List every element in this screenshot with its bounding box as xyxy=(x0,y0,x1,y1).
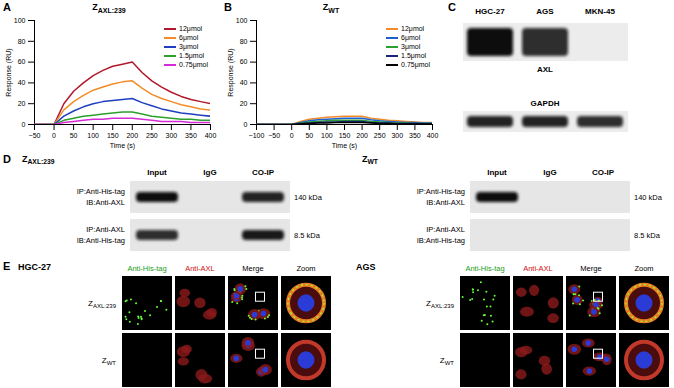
svg-text:350: 350 xyxy=(409,132,421,139)
svg-text:Merge: Merge xyxy=(242,264,263,273)
svg-text:300: 300 xyxy=(391,132,403,139)
svg-text:0: 0 xyxy=(244,121,248,128)
svg-text:IgG: IgG xyxy=(203,168,216,177)
svg-text:HGC-27: HGC-27 xyxy=(475,7,505,16)
svg-text:Response (RU): Response (RU) xyxy=(5,48,13,96)
svg-text:HGC-27: HGC-27 xyxy=(18,262,51,272)
svg-text:Input: Input xyxy=(487,168,507,177)
svg-text:20: 20 xyxy=(240,100,248,107)
svg-text:40: 40 xyxy=(240,79,248,86)
html-text:12μmol: 12μmol xyxy=(401,25,425,32)
svg-text:8.5 kDa: 8.5 kDa xyxy=(634,231,661,240)
svg-text:IB:Anti-His-tag: IB:Anti-His-tag xyxy=(417,236,465,245)
svg-text:0: 0 xyxy=(22,121,26,128)
svg-text:CO-IP: CO-IP xyxy=(252,168,275,177)
svg-text:Merge: Merge xyxy=(580,264,601,273)
svg-text:CO-IP: CO-IP xyxy=(592,168,615,177)
svg-text:50: 50 xyxy=(305,132,313,139)
html-text:6μmol: 6μmol xyxy=(179,34,199,41)
svg-text:20: 20 xyxy=(18,100,26,107)
svg-text:150: 150 xyxy=(339,132,351,139)
svg-text:IP:Anti-His-tag: IP:Anti-His-tag xyxy=(417,187,465,196)
svg-text:−50: −50 xyxy=(268,132,280,139)
html-text:0.75μmol: 0.75μmol xyxy=(179,61,208,68)
svg-text:IP:Anti-AXL: IP:Anti-AXL xyxy=(426,225,465,234)
svg-text:C: C xyxy=(448,1,456,13)
svg-text:400: 400 xyxy=(205,132,217,139)
html-text:12μmol: 12μmol xyxy=(179,25,203,32)
svg-text:250: 250 xyxy=(146,132,158,139)
svg-text:80: 80 xyxy=(18,38,26,45)
svg-text:−100: −100 xyxy=(249,132,265,139)
svg-text:IB:Anti-His-tag: IB:Anti-His-tag xyxy=(77,236,125,245)
svg-text:Response (RU): Response (RU) xyxy=(227,48,235,96)
svg-text:150: 150 xyxy=(107,132,119,139)
svg-text:50: 50 xyxy=(70,132,78,139)
svg-text:ZAXL:239: ZAXL:239 xyxy=(22,154,55,165)
html-text:3μmol: 3μmol xyxy=(179,43,199,50)
svg-text:D: D xyxy=(3,153,11,165)
svg-text:ZAXL:239: ZAXL:239 xyxy=(88,299,117,309)
svg-text:60: 60 xyxy=(18,58,26,65)
svg-text:Input: Input xyxy=(147,168,167,177)
html-text:1.5μmol: 1.5μmol xyxy=(179,52,205,59)
svg-text:200: 200 xyxy=(126,132,138,139)
svg-text:E: E xyxy=(3,260,10,272)
html-text:1.5μmol: 1.5μmol xyxy=(401,52,427,59)
svg-text:Zoom: Zoom xyxy=(296,264,315,273)
svg-text:IgG: IgG xyxy=(543,168,556,177)
svg-text:ZAXL:239: ZAXL:239 xyxy=(426,299,455,309)
svg-text:0: 0 xyxy=(290,132,294,139)
svg-text:140 kDa: 140 kDa xyxy=(294,193,323,202)
svg-text:IB:Anti-AXL: IB:Anti-AXL xyxy=(86,198,125,207)
svg-text:250: 250 xyxy=(374,132,386,139)
svg-text:80: 80 xyxy=(240,38,248,45)
svg-text:Time (s): Time (s) xyxy=(110,142,135,150)
svg-text:300: 300 xyxy=(166,132,178,139)
svg-text:GAPDH: GAPDH xyxy=(531,99,560,108)
svg-text:400: 400 xyxy=(427,132,439,139)
html-text:3μmol: 3μmol xyxy=(401,43,421,50)
html-text:ZWT: ZWT xyxy=(322,2,340,14)
svg-text:Time (s): Time (s) xyxy=(332,142,357,150)
svg-text:B: B xyxy=(224,1,232,13)
svg-text:Anti-His-tag: Anti-His-tag xyxy=(127,264,166,273)
svg-text:40: 40 xyxy=(18,79,26,86)
svg-text:ZWT: ZWT xyxy=(440,356,455,366)
svg-text:Anti-AXL: Anti-AXL xyxy=(523,264,553,273)
svg-text:ZWT: ZWT xyxy=(362,154,379,165)
html-text:6μmol: 6μmol xyxy=(401,34,421,41)
svg-text:AGS: AGS xyxy=(536,7,554,16)
html-text:0.75μmol: 0.75μmol xyxy=(401,61,430,68)
svg-text:AGS: AGS xyxy=(356,262,376,272)
svg-text:Anti-AXL: Anti-AXL xyxy=(185,264,215,273)
svg-text:140 kDa: 140 kDa xyxy=(634,193,663,202)
html-text:ZAXL:239: ZAXL:239 xyxy=(92,2,126,14)
svg-text:IP:Anti-His-tag: IP:Anti-His-tag xyxy=(77,187,125,196)
svg-text:0: 0 xyxy=(52,132,56,139)
svg-text:8.5 kDa: 8.5 kDa xyxy=(294,231,321,240)
svg-text:ZWT: ZWT xyxy=(102,356,117,366)
svg-text:AXL: AXL xyxy=(537,65,553,74)
svg-text:MKN-45: MKN-45 xyxy=(585,7,615,16)
svg-text:100: 100 xyxy=(236,17,248,24)
svg-text:−50: −50 xyxy=(29,132,41,139)
svg-text:IB:Anti-AXL: IB:Anti-AXL xyxy=(426,198,465,207)
svg-text:100: 100 xyxy=(321,132,333,139)
svg-text:200: 200 xyxy=(356,132,368,139)
svg-text:IP:Anti-AXL: IP:Anti-AXL xyxy=(86,225,125,234)
svg-text:100: 100 xyxy=(14,17,26,24)
svg-text:100: 100 xyxy=(87,132,99,139)
svg-text:60: 60 xyxy=(240,58,248,65)
svg-text:A: A xyxy=(3,1,11,13)
svg-text:Zoom: Zoom xyxy=(634,264,653,273)
svg-text:Anti-His-tag: Anti-His-tag xyxy=(465,264,504,273)
svg-text:350: 350 xyxy=(185,132,197,139)
